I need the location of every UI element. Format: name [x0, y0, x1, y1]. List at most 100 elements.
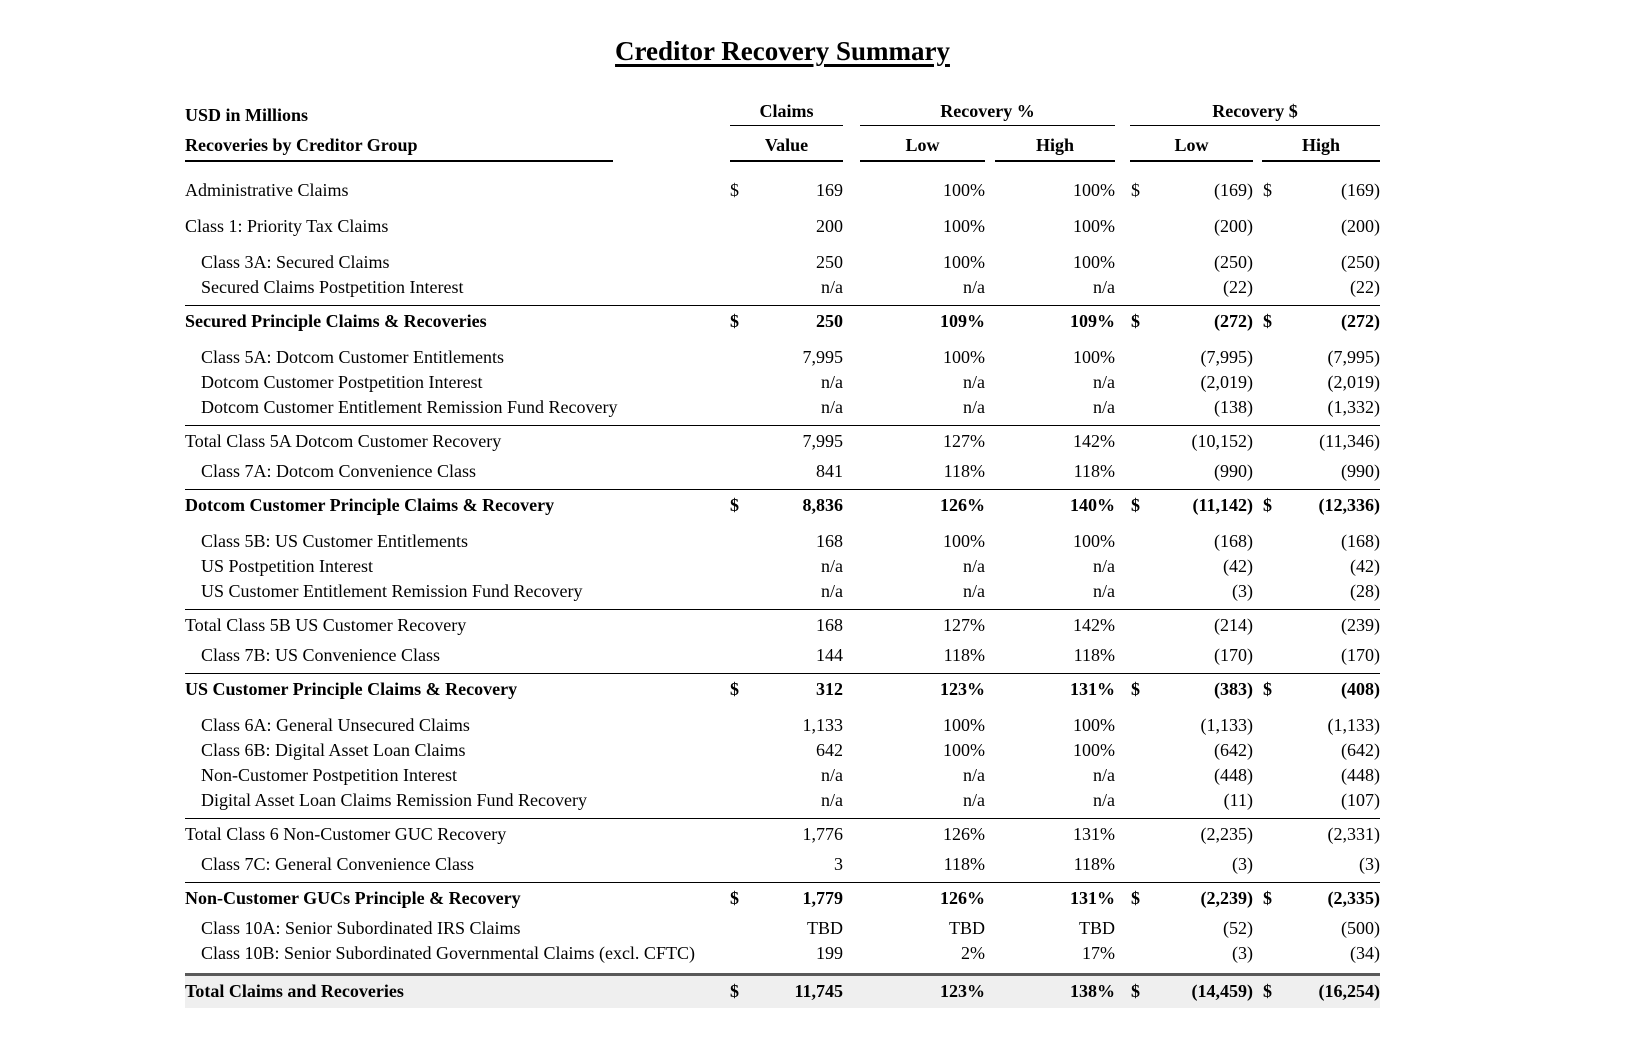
table-row: Non-Customer Postpetition Interest n/a n/a… — [185, 763, 1380, 788]
recovery-usd-high: (2,335) — [1327, 888, 1381, 908]
recovery-usd-high-dollar-sign: $ — [1263, 981, 1272, 1001]
recovery-usd-low: (11) — [1223, 790, 1253, 810]
claims-value: 3 — [834, 854, 843, 874]
recovery-usd-high: (28) — [1350, 581, 1380, 601]
table-row: Non-Customer GUCs Principle & Recovery $1… — [185, 882, 1380, 911]
claims-value: 168 — [816, 615, 843, 635]
recovery-pct-low: 100% — [943, 740, 985, 760]
recovery-pct-low: n/a — [963, 765, 985, 785]
recovery-pct-high: TBD — [1079, 918, 1115, 938]
recovery-pct-high: n/a — [1093, 372, 1115, 392]
claims-value: n/a — [821, 277, 843, 297]
recovery-pct-high: 100% — [1073, 531, 1115, 551]
row-label: Class 7A: Dotcom Convenience Class — [201, 461, 476, 481]
row-label: Digital Asset Loan Claims Remission Fund… — [201, 790, 587, 810]
recovery-usd-low-dollar-sign: $ — [1131, 495, 1140, 515]
claims-value: n/a — [821, 372, 843, 392]
recovery-usd-high: (2,019) — [1327, 372, 1381, 392]
recovery-usd-high: (990) — [1341, 461, 1380, 481]
recovery-usd-low: (11,142) — [1192, 495, 1254, 515]
recovery-pct-high: 100% — [1073, 347, 1115, 367]
row-label: Non-Customer Postpetition Interest — [201, 765, 457, 785]
table-row: Class 10A: Senior Subordinated IRS Claim… — [185, 916, 1380, 941]
recovery-pct-high: 140% — [1070, 495, 1115, 515]
claims-dollar-sign: $ — [730, 180, 739, 200]
recovery-usd-high: (408) — [1341, 679, 1380, 699]
table-row: Total Claims and Recoveries $11,745 123% 13… — [185, 973, 1380, 1008]
recovery-pct-low: 118% — [943, 854, 985, 874]
table-row: Total Class 6 Non-Customer GUC Recovery 1… — [185, 818, 1380, 847]
column-group-recovery-pct: Recovery % — [860, 101, 1115, 126]
claims-value: 200 — [816, 216, 843, 236]
row-label: Class 6B: Digital Asset Loan Claims — [201, 740, 466, 760]
recovery-usd-low: (10,152) — [1191, 431, 1254, 451]
recovery-usd-high: (169) — [1341, 180, 1380, 200]
recovery-pct-low: n/a — [963, 397, 985, 417]
claims-dollar-sign: $ — [730, 888, 739, 908]
table-row: Dotcom Customer Principle Claims & Recov… — [185, 489, 1380, 518]
recovery-usd-low: (214) — [1214, 615, 1253, 635]
claims-value: 1,133 — [802, 715, 844, 735]
recovery-usd-low: (2,239) — [1200, 888, 1254, 908]
recovery-pct-low: 126% — [940, 495, 985, 515]
recovery-pct-high: 100% — [1073, 216, 1115, 236]
recovery-usd-high: (168) — [1341, 531, 1380, 551]
row-label: Total Class 6 Non-Customer GUC Recovery — [185, 824, 507, 844]
row-label: Class 10A: Senior Subordinated IRS Claim… — [201, 918, 521, 938]
recovery-usd-high: (2,331) — [1327, 824, 1381, 844]
recovery-pct-low: n/a — [963, 581, 985, 601]
recovery-pct-low: 2% — [961, 943, 985, 963]
row-label: Class 1: Priority Tax Claims — [185, 216, 389, 236]
recovery-pct-high: 100% — [1073, 740, 1115, 760]
row-label: Dotcom Customer Principle Claims & Recov… — [185, 495, 555, 515]
table-row: Total Class 5A Dotcom Customer Recovery 7… — [185, 425, 1380, 454]
recovery-pct-high: n/a — [1093, 556, 1115, 576]
recovery-usd-low: (2,019) — [1200, 372, 1254, 392]
recovery-usd-low-dollar-sign: $ — [1131, 679, 1140, 699]
recovery-pct-high: n/a — [1093, 397, 1115, 417]
recovery-usd-low: (52) — [1223, 918, 1253, 938]
recovery-pct-low: 126% — [940, 888, 985, 908]
recovery-usd-high: (239) — [1341, 615, 1380, 635]
row-label: Class 7C: General Convenience Class — [201, 854, 474, 874]
recovery-usd-high: (642) — [1341, 740, 1380, 760]
table-row: Class 7B: US Convenience Class 144 118% 118… — [185, 643, 1380, 668]
claims-value: 7,995 — [802, 431, 844, 451]
claims-value: 841 — [816, 461, 843, 481]
table-row: Dotcom Customer Postpetition Interest n/a… — [185, 370, 1380, 395]
recovery-pct-low: 127% — [943, 615, 985, 635]
recovery-usd-low: (3) — [1232, 581, 1253, 601]
recovery-usd-low: (383) — [1214, 679, 1253, 699]
claims-value: 8,836 — [802, 495, 844, 515]
row-label: US Postpetition Interest — [201, 556, 373, 576]
row-header-label: Recoveries by Creditor Group — [185, 135, 613, 162]
row-label: Class 5A: Dotcom Customer Entitlements — [201, 347, 504, 367]
recovery-pct-low: 127% — [943, 431, 985, 451]
claims-value: 250 — [816, 311, 843, 331]
recovery-usd-high-dollar-sign: $ — [1263, 888, 1272, 908]
claims-value: n/a — [821, 765, 843, 785]
recovery-usd-high: (107) — [1341, 790, 1380, 810]
claims-value: 250 — [816, 252, 843, 272]
recovery-usd-low: (448) — [1214, 765, 1253, 785]
table-row: Class 1: Priority Tax Claims 200 100% 100% (… — [185, 214, 1380, 239]
recovery-usd-high: (200) — [1341, 216, 1380, 236]
column-header-pct-low: Low — [860, 135, 985, 162]
recovery-usd-high: (1,332) — [1327, 397, 1381, 417]
claims-value: 312 — [816, 679, 843, 699]
column-group-recovery-usd: Recovery $ — [1130, 101, 1380, 126]
row-label: Class 5B: US Customer Entitlements — [201, 531, 469, 551]
recovery-pct-low: 118% — [943, 645, 985, 665]
table-body: Administrative Claims $169 100% 100% $ (169) $… — [185, 178, 1380, 1008]
row-label: Total Class 5A Dotcom Customer Recovery — [185, 431, 502, 451]
recovery-usd-high-dollar-sign: $ — [1263, 495, 1272, 515]
table-row: Class 5A: Dotcom Customer Entitlements 7,… — [185, 345, 1380, 370]
recovery-pct-high: n/a — [1093, 581, 1115, 601]
recovery-usd-high-dollar-sign: $ — [1263, 180, 1272, 200]
recovery-pct-low: n/a — [963, 790, 985, 810]
recovery-pct-high: 142% — [1073, 431, 1115, 451]
recovery-pct-high: 100% — [1073, 715, 1115, 735]
row-label: Administrative Claims — [185, 180, 349, 200]
recovery-pct-low: 100% — [943, 216, 985, 236]
recovery-pct-low: 100% — [943, 252, 985, 272]
